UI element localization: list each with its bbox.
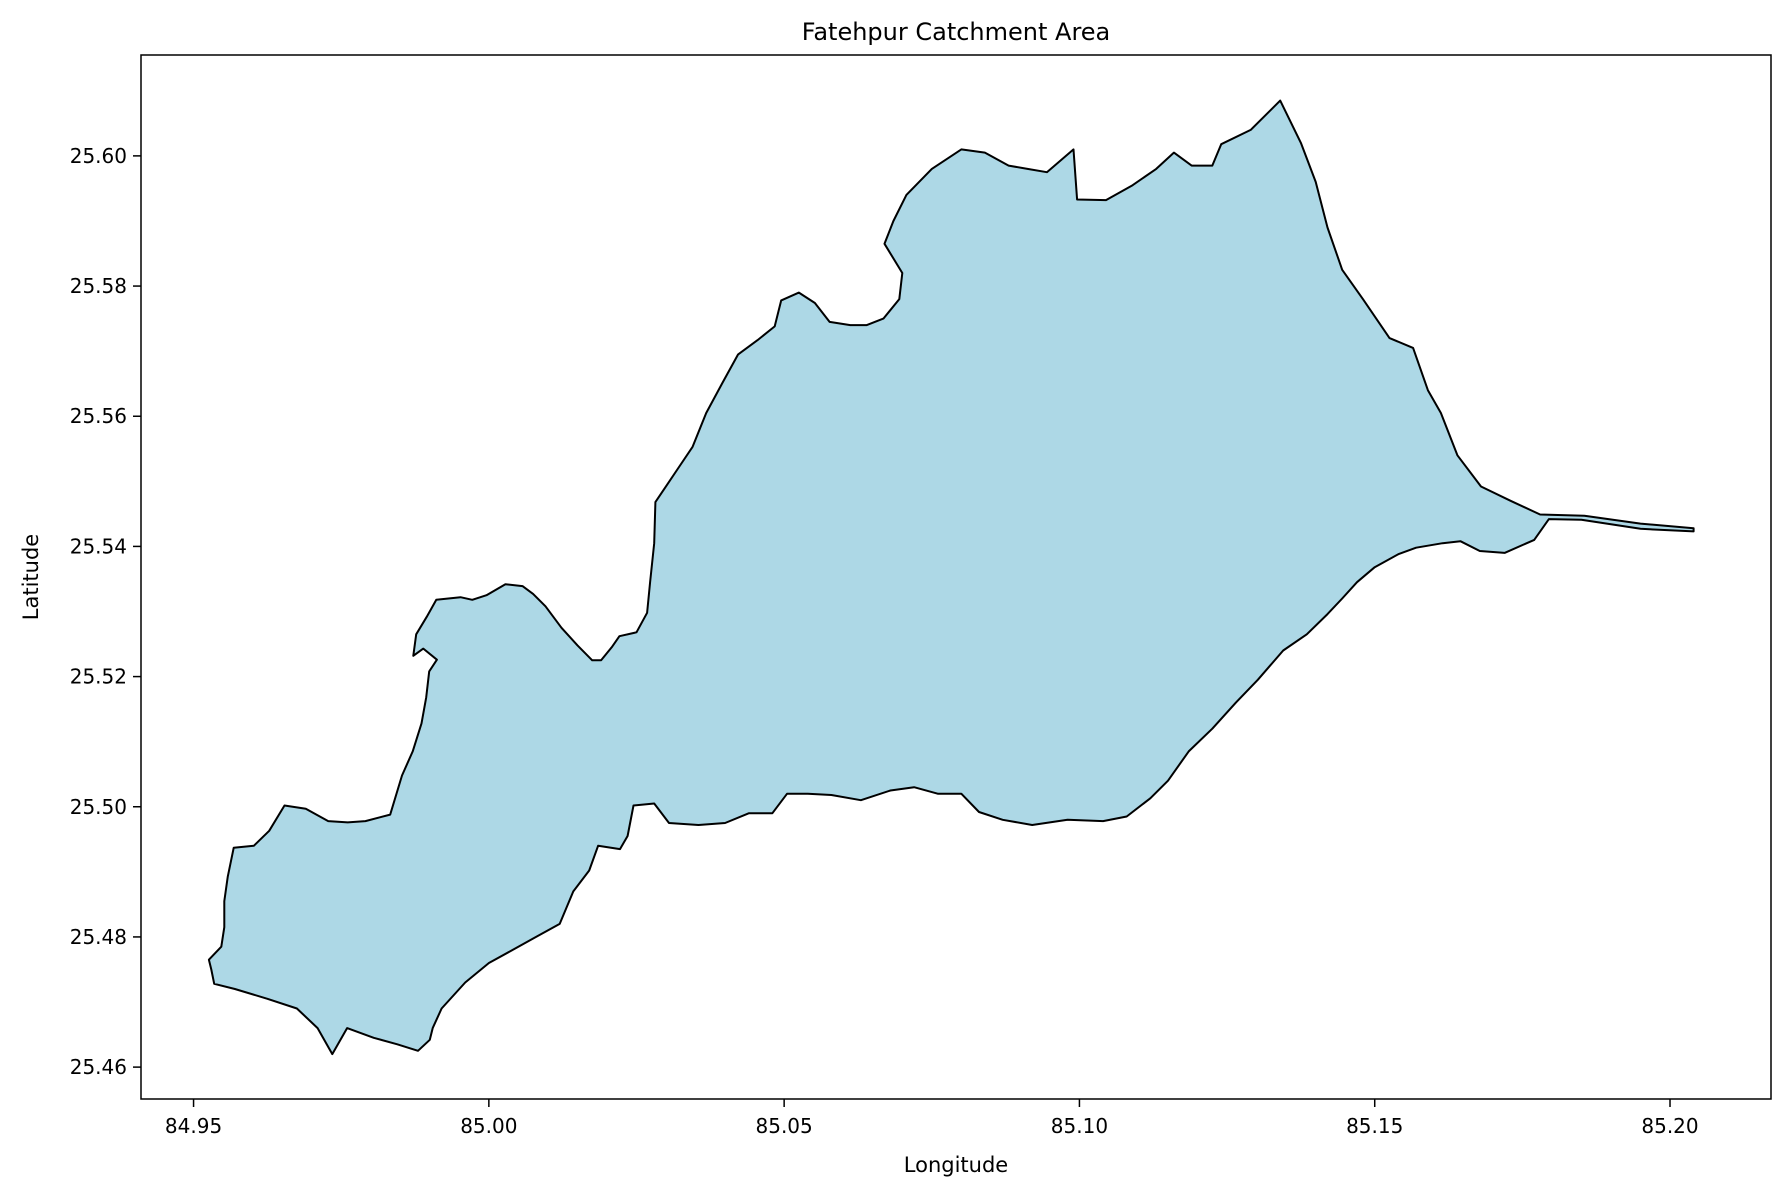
y-axis-ticks: 25.46 25.48 25.50 25.52 25.54 25.56 25.58 25.60 <box>70 144 141 1079</box>
y-tick-label: 25.52 <box>70 665 127 689</box>
y-tick-label: 25.60 <box>70 144 127 168</box>
y-tick-label: 25.46 <box>70 1055 127 1079</box>
y-tick-label: 25.56 <box>70 404 127 428</box>
x-tick-label: 85.15 <box>1346 1114 1403 1138</box>
x-tick-label: 85.20 <box>1641 1114 1698 1138</box>
y-axis-label: Latitude <box>19 534 43 620</box>
catchment-area-polygon <box>207 99 1695 1056</box>
chart-title: Fatehpur Catchment Area <box>802 18 1111 46</box>
x-axis-label: Longitude <box>904 1153 1008 1177</box>
x-tick-label: 85.00 <box>460 1114 517 1138</box>
x-tick-label: 85.05 <box>756 1114 813 1138</box>
y-tick-label: 25.48 <box>70 925 127 949</box>
x-axis-ticks: 84.95 85.00 85.05 85.10 85.15 85.20 <box>165 1099 1699 1138</box>
x-tick-label: 85.10 <box>1051 1114 1108 1138</box>
region-layer <box>207 99 1695 1056</box>
y-tick-label: 25.58 <box>70 274 127 298</box>
y-tick-label: 25.50 <box>70 795 127 819</box>
y-tick-label: 25.54 <box>70 534 127 558</box>
plot-frame <box>140 54 1772 1100</box>
x-tick-label: 84.95 <box>165 1114 222 1138</box>
